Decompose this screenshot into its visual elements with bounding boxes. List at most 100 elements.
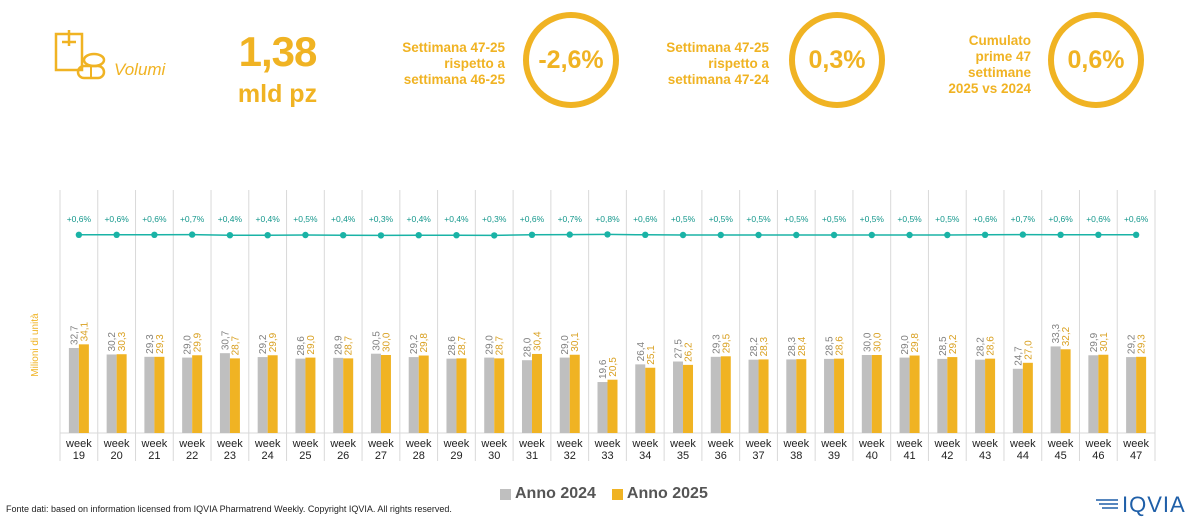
bar-2024 xyxy=(1126,357,1137,433)
x-axis-labels: week 19 week 20 week 21 week 22 week 23 week 24 week… xyxy=(65,438,1149,462)
growth-label: +0,6% xyxy=(67,214,92,224)
bar-2024 xyxy=(975,359,986,433)
bar-2024 xyxy=(710,356,721,433)
bar-2024 xyxy=(1012,368,1023,433)
data-label-2024: 27,5 xyxy=(674,339,685,359)
pills-document-icon xyxy=(50,28,112,84)
data-label-2025: 28,6 xyxy=(835,336,846,356)
growth-label: +0,3% xyxy=(482,214,507,224)
weekly-volume-chart: Milioni di unità 32,7 34,130,2 30,3 29,3 29,… xyxy=(30,190,1156,462)
data-label-2025: 29,8 xyxy=(910,333,921,353)
growth-label: +0,6% xyxy=(1124,214,1149,224)
bar-2025 xyxy=(758,359,769,433)
iqvia-logo: IQVIA xyxy=(1096,492,1186,518)
bar-2024 xyxy=(144,356,155,433)
bar-2024 xyxy=(295,358,306,433)
bar-2024 xyxy=(937,358,948,433)
source-note: Fonte dati: based on information license… xyxy=(6,504,452,514)
x-tick-label: week 25 xyxy=(292,438,319,462)
bar-2025 xyxy=(418,355,429,433)
data-label-2025: 29,0 xyxy=(306,335,317,355)
growth-point xyxy=(151,231,158,238)
bar-2024 xyxy=(370,353,381,433)
data-label-2025: 32,2 xyxy=(1061,326,1072,346)
kpi-2-label: Settimana 47-25 rispetto a settimana 47-24 xyxy=(666,40,769,87)
data-label-2024: 28,0 xyxy=(522,337,533,357)
data-label-2025: 28,4 xyxy=(797,336,808,356)
bar-2025 xyxy=(947,357,958,433)
bar-2024 xyxy=(257,357,268,433)
data-label-2024: 29,2 xyxy=(1127,334,1138,354)
growth-point xyxy=(755,231,762,239)
growth-label: +0,5% xyxy=(784,214,809,224)
data-label-2025: 30,0 xyxy=(381,332,392,352)
growth-point xyxy=(377,232,385,239)
data-label-2025: 28,7 xyxy=(230,335,241,355)
data-label-2024: 28,6 xyxy=(447,336,458,356)
x-tick-label: week 41 xyxy=(896,438,923,462)
x-tick-label: week 21 xyxy=(141,438,168,462)
x-tick-label: week 24 xyxy=(254,438,281,462)
growth-point xyxy=(226,232,234,239)
bar-2025 xyxy=(494,358,505,433)
x-tick-label: week 47 xyxy=(1122,438,1149,462)
growth-label: +0,7% xyxy=(558,214,583,224)
bar-2025 xyxy=(871,355,882,433)
bar-2025 xyxy=(645,367,656,433)
logo-text: IQVIA xyxy=(1122,492,1186,517)
growth-label: +0,5% xyxy=(293,214,318,224)
growth-label: +0,5% xyxy=(822,214,847,224)
growth-label: +0,6% xyxy=(142,214,167,224)
bar-2025 xyxy=(78,344,89,433)
bar-2024 xyxy=(106,354,117,433)
data-label-2025: 28,3 xyxy=(759,337,770,357)
x-tick-label: week 42 xyxy=(933,438,960,462)
data-label-2025: 29,9 xyxy=(268,332,279,352)
bar-2025 xyxy=(1022,362,1033,433)
growth-point xyxy=(264,232,271,239)
bar-2024 xyxy=(635,364,646,433)
bar-2025 xyxy=(683,364,694,433)
data-label-2025: 29,8 xyxy=(419,333,430,353)
x-tick-label: week 39 xyxy=(820,438,847,462)
x-tick-label: week 27 xyxy=(367,438,394,462)
legend-label-2025: Anno 2025 xyxy=(626,485,708,502)
data-label-2024: 28,9 xyxy=(334,335,345,355)
total-volume-value: 1,38 xyxy=(238,28,318,75)
bar-2025 xyxy=(154,356,165,433)
growth-label: +0,6% xyxy=(104,214,129,224)
data-label-2025: 34,1 xyxy=(79,321,90,341)
bar-2024 xyxy=(786,359,797,433)
bar-2025 xyxy=(531,353,542,433)
growth-point xyxy=(415,232,422,239)
data-label-2025: 30,1 xyxy=(570,332,581,352)
growth-label: +0,4% xyxy=(407,214,432,224)
growth-label: +0,4% xyxy=(331,214,356,224)
x-tick-label: week 30 xyxy=(480,438,507,462)
bar-2025 xyxy=(607,379,618,433)
x-tick-label: week 35 xyxy=(669,438,696,462)
data-label-2024: 28,6 xyxy=(296,336,307,356)
bar-2024 xyxy=(1050,346,1061,433)
x-tick-label: week 38 xyxy=(782,438,809,462)
growth-point xyxy=(1019,231,1027,238)
data-label-2025: 28,7 xyxy=(344,335,355,355)
x-tick-label: week 22 xyxy=(178,438,205,462)
data-label-2024: 29,3 xyxy=(711,334,722,354)
data-label-2024: 29,0 xyxy=(900,335,911,355)
bar-2024 xyxy=(446,358,457,433)
growth-point xyxy=(113,231,120,238)
x-tick-label: week 37 xyxy=(745,438,772,462)
kpi-3-circle: 0,6% xyxy=(1048,12,1144,108)
bar-2024 xyxy=(861,355,872,433)
volumes-label: Volumi xyxy=(114,60,166,79)
growth-label: +0,5% xyxy=(860,214,885,224)
data-label-2024: 28,3 xyxy=(787,337,798,357)
bar-2025 xyxy=(834,358,845,433)
growth-point xyxy=(453,232,460,239)
growth-line: +0,6% +0,6% +0,6% +0,7% +0,4% +0,4% +0,5% +0,4%… xyxy=(67,214,1149,239)
data-label-2024: 29,0 xyxy=(560,335,571,355)
data-label-2025: 30,1 xyxy=(1099,332,1110,352)
growth-point xyxy=(793,231,800,239)
bar-2025 xyxy=(796,359,807,433)
